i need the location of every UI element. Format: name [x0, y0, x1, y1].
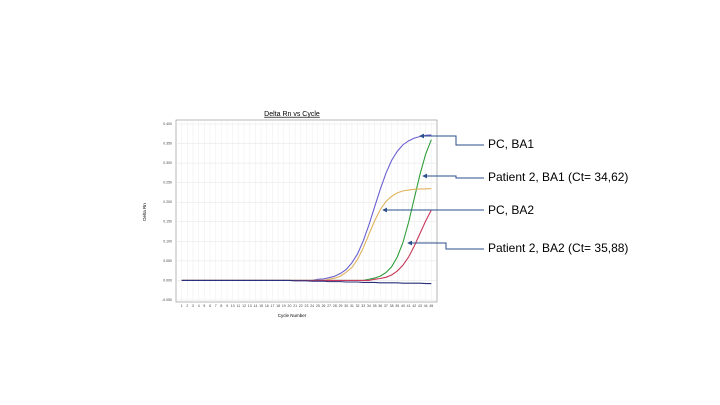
- x-tick-label: 33: [361, 304, 365, 308]
- grid: -0.050 0.000 0.050 0.100 0.150 0.200 0.250 0.30…: [162, 120, 437, 308]
- x-tick-label: 40: [401, 304, 405, 308]
- series-line: [181, 279, 432, 285]
- y-tick-label: 0.150: [163, 220, 172, 224]
- x-tick-label: 23: [305, 304, 309, 308]
- x-tick-label: 24: [310, 304, 314, 308]
- x-tick-label: 14: [253, 304, 257, 308]
- x-tick-label: 16: [265, 304, 269, 308]
- x-tick-label: 39: [395, 304, 399, 308]
- y-tick-label: 0.250: [163, 181, 172, 185]
- y-tick-label: 0.400: [163, 122, 172, 126]
- annotation: PC, BA1: [488, 137, 534, 151]
- y-tick-label: 0.350: [163, 141, 172, 145]
- chart-title: Delta Rn vs Cycle: [264, 111, 320, 118]
- x-tick-label: 25: [316, 304, 320, 308]
- x-tick-label: 10: [231, 304, 235, 308]
- x-tick-label: 3: [192, 304, 194, 308]
- y-tick-label: 0.200: [163, 200, 172, 204]
- y-axis-label: Delta Rn: [142, 203, 147, 221]
- y-tick-label: -0.050: [162, 298, 172, 302]
- annotation: Patient 2, BA1 (Ct= 34,62): [488, 170, 628, 184]
- annotation-arrows: [382, 133, 484, 250]
- x-tick-label: 41: [407, 304, 411, 308]
- x-tick-label: 4: [198, 304, 200, 308]
- x-tick-label: 45: [429, 304, 433, 308]
- y-tick-label: 0.050: [163, 259, 172, 263]
- x-tick-label: 38: [390, 304, 394, 308]
- arrow: [407, 240, 484, 250]
- x-tick-label: 43: [418, 304, 422, 308]
- x-tick-label: 20: [288, 304, 292, 308]
- annotation: Patient 2, BA2 (Ct= 35,88): [488, 241, 628, 255]
- x-tick-label: 36: [378, 304, 382, 308]
- x-tick-label: 6: [209, 304, 211, 308]
- y-tick-label: 0.300: [163, 161, 172, 165]
- x-tick-label: 29: [339, 304, 343, 308]
- x-tick-label: 27: [327, 304, 331, 308]
- x-tick-label: 19: [282, 304, 286, 308]
- x-tick-label: 13: [248, 304, 252, 308]
- lines: [181, 134, 432, 285]
- arrow: [419, 133, 484, 146]
- y-tick-label: 0.100: [163, 239, 172, 243]
- x-tick-label: 44: [424, 304, 428, 308]
- x-tick-label: 37: [384, 304, 388, 308]
- x-tick-label: 9: [226, 304, 228, 308]
- x-tick-label: 30: [344, 304, 348, 308]
- arrow: [422, 173, 484, 179]
- x-tick-label: 18: [276, 304, 280, 308]
- x-tick-label: 31: [350, 304, 354, 308]
- y-tick-label: 0.000: [163, 278, 172, 282]
- x-tick-label: 17: [271, 304, 275, 308]
- x-tick-label: 15: [259, 304, 263, 308]
- annotation: PC, BA2: [488, 203, 534, 217]
- x-tick-label: 28: [333, 304, 337, 308]
- x-tick-label: 32: [356, 304, 360, 308]
- x-tick-label: 42: [412, 304, 416, 308]
- x-tick-label: 34: [367, 304, 371, 308]
- x-tick-label: 11: [237, 304, 241, 308]
- x-tick-label: 21: [293, 304, 297, 308]
- x-tick-label: 12: [242, 304, 246, 308]
- x-tick-label: 8: [220, 304, 222, 308]
- x-tick-label: 26: [322, 304, 326, 308]
- x-tick-label: 22: [299, 304, 303, 308]
- x-axis-label: Cycle Number: [278, 313, 307, 318]
- x-tick-label: 2: [186, 304, 188, 308]
- x-tick-label: 35: [373, 304, 377, 308]
- x-tick-label: 1: [181, 304, 183, 308]
- x-tick-label: 7: [215, 304, 217, 308]
- x-tick-label: 5: [203, 304, 205, 308]
